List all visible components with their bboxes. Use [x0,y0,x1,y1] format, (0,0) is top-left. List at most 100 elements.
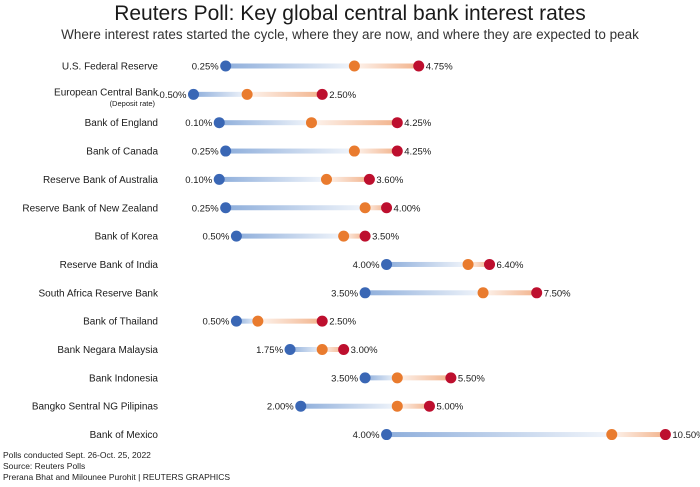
start-to-current-bar [365,290,484,296]
current-rate-dot [305,117,317,129]
start-rate-label: 1.75% [256,345,283,356]
start-to-current-bar [236,233,344,239]
current-rate-dot [391,400,403,412]
bank-row: European Central Bank(Deposit rate)-0.50… [54,87,357,108]
start-rate-label: 0.25% [192,203,219,214]
bank-name: Bank of Canada [86,147,158,158]
peak-rate-label: 3.50% [372,232,399,243]
current-to-peak-bar [468,261,490,267]
start-rate-label: 3.50% [331,288,358,299]
peak-rate-label: 5.00% [436,402,463,413]
peak-rate-label: 6.40% [497,260,524,271]
start-rate-label: 3.50% [331,373,358,384]
current-to-peak-bar [326,176,370,182]
current-to-peak-bar [354,148,398,154]
start-rate-dot [381,429,393,441]
peak-rate-dot [484,258,496,270]
bank-name: Bank of Thailand [83,317,158,328]
current-to-peak-bar [397,403,430,409]
start-rate-dot [284,344,296,355]
current-to-peak-bar [311,120,398,126]
current-rate-dot [320,173,332,185]
peak-rate-dot [391,145,403,157]
bank-row: Reserve Bank of India 4.00% 6.40% [60,258,524,271]
peak-rate-label: 4.00% [394,203,421,214]
peak-rate-label: 7.50% [544,288,571,299]
start-to-current-bar [290,347,323,352]
current-rate-dot [359,202,371,214]
peak-rate-dot [423,400,435,412]
current-to-peak-bar [247,91,323,97]
start-rate-dot [220,202,232,214]
start-rate-label: 4.00% [353,430,380,441]
peak-rate-dot [445,372,457,384]
start-rate-dot [359,372,371,384]
bank-row: Bangko Sentral NG Pilipinas 2.00% 5.00% [32,400,464,413]
bank-name: South Africa Reserve Bank [38,288,159,299]
current-rate-dot [348,60,360,72]
start-to-current-bar [225,205,366,211]
start-to-current-bar [225,63,355,69]
bank-name-note: (Deposit rate) [110,99,156,108]
start-rate-label: 4.00% [353,260,380,271]
start-rate-dot [213,173,225,185]
current-to-peak-bar [354,63,419,69]
bank-name: Bank Negara Malaysia [57,345,158,356]
current-to-peak-bar [257,318,323,324]
footer-polls-note: Polls conducted Sept. 26-Oct. 25, 2022 [3,450,151,460]
start-to-current-bar [386,261,469,267]
start-rate-dot [220,145,232,157]
bank-name: Reserve Bank of India [60,260,159,271]
peak-rate-label: 5.50% [458,373,485,384]
start-rate-dot [359,287,371,299]
start-rate-dot [381,258,393,270]
current-to-peak-bar [397,375,451,381]
start-to-current-bar [219,120,312,126]
start-rate-dot [230,230,242,242]
chart-subtitle: Where interest rates started the cycle, … [61,27,639,42]
start-rate-dot [230,315,242,327]
bank-row: Reserve Bank of Australia 0.10% 3.60% [43,173,404,186]
bank-name: Reserve Bank of Australia [43,175,158,186]
start-rate-dot [295,400,307,412]
start-rate-label: 0.25% [192,147,219,158]
start-rate-label: -0.50% [156,90,187,101]
start-rate-label: 0.50% [202,317,229,328]
current-rate-dot [462,258,474,270]
start-rate-dot [213,117,225,129]
peak-rate-dot [316,88,328,100]
start-rate-label: 0.10% [185,175,212,186]
peak-rate-dot [338,344,350,355]
peak-rate-dot [316,315,328,327]
peak-rate-dot [659,429,671,441]
start-rate-dot [188,88,199,100]
peak-rate-label: 3.60% [376,175,403,186]
bank-name: U.S. Federal Reserve [62,62,159,73]
current-rate-dot [241,88,253,100]
start-to-current-bar [219,176,327,182]
peak-rate-dot [359,230,371,242]
peak-rate-dot [413,60,425,72]
current-rate-dot [477,287,489,299]
bank-row: Bank of Mexico 4.00% 10.50% [90,429,700,441]
current-to-peak-bar [343,233,366,239]
bank-row: Bank Indonesia 3.50% 5.50% [89,372,485,384]
current-to-peak-bar [611,432,666,438]
start-rate-dot [220,60,232,72]
current-rate-dot [252,315,264,327]
chart-title: Reuters Poll: Key global central bank in… [114,2,586,25]
bank-row: U.S. Federal Reserve 0.25% 4.75% [62,60,453,73]
peak-rate-dot [363,173,375,185]
current-to-peak-bar [322,347,344,352]
current-rate-dot [606,429,618,441]
peak-rate-label: 2.50% [329,317,356,328]
peak-rate-label: 3.00% [351,345,378,356]
bank-name: European Central Bank [54,87,159,98]
start-to-current-bar [365,375,398,381]
footer-credits: Prerana Bhat and Milounee Purohit | REUT… [3,472,231,482]
bank-row: Bank Negara Malaysia 1.75% 3.00% [57,344,378,356]
start-to-current-bar [386,432,612,438]
current-rate-dot [391,372,403,384]
